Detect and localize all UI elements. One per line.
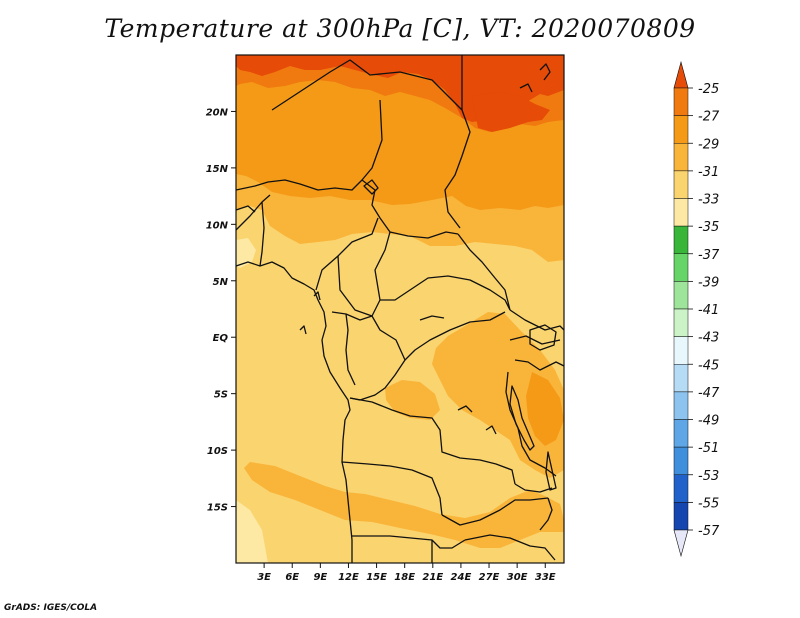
colorbar-top-arrow <box>673 60 689 89</box>
lon-tick-label: 21E <box>422 572 443 583</box>
colorbar-bottom-arrow <box>673 529 689 558</box>
colorbar-label: -39 <box>698 275 719 290</box>
colorbar-label: -55 <box>698 496 719 511</box>
lon-tick-label: 27E <box>479 572 500 583</box>
colorbar-label: -47 <box>698 386 720 401</box>
temperature-patch-29-31-east <box>432 312 564 478</box>
country-borders <box>235 55 565 563</box>
lon-tick-label: 24E <box>451 572 472 583</box>
colorbar-label: -25 <box>698 82 719 97</box>
temperature-patch-29-31-central <box>385 380 440 420</box>
lon-tick-label: 33E <box>535 572 556 583</box>
lon-tick-label: 30E <box>507 572 528 583</box>
colorbar-swatch <box>673 253 689 282</box>
colorbar-swatch <box>673 474 689 503</box>
colorbar-swatch <box>673 419 689 448</box>
colorbar-swatch <box>673 446 689 475</box>
map-frame <box>235 54 565 564</box>
lon-tick-label: 18E <box>394 572 415 583</box>
longitude-axis: 3E 6E 9E 12E 15E 18E 21E 24E 27E 30E 33E <box>257 563 556 583</box>
colorbar-label: -41 <box>698 303 719 318</box>
lon-tick-label: 15E <box>366 572 387 583</box>
lat-tick-label: 15N <box>206 164 229 175</box>
lat-tick-label: EQ <box>213 333 229 344</box>
colorbar-label: -33 <box>698 193 719 208</box>
temperature-patch-above-25-east <box>472 92 550 132</box>
colorbar-label: -37 <box>698 248 720 263</box>
colorbar-label: -35 <box>698 220 719 235</box>
lon-tick-label: 9E <box>313 572 327 583</box>
colorbar-swatch <box>673 502 689 531</box>
temperature-patch-27-29-east <box>526 372 564 446</box>
colorbar-label: -57 <box>698 524 720 539</box>
colorbar-label: -51 <box>698 441 719 456</box>
temperature-patch-33-35-west <box>236 238 256 268</box>
temperature-patch-33-35-southwest <box>236 500 268 563</box>
grads-credit: GrADS: IGES/COLA <box>4 603 98 613</box>
colorbar-label: -43 <box>698 331 719 346</box>
lat-tick-label: 10S <box>207 446 228 457</box>
colorbar-label: -27 <box>698 110 720 125</box>
colorbar-swatch <box>673 170 689 199</box>
colorbar-swatch <box>673 198 689 227</box>
colorbar-swatch <box>673 308 689 337</box>
lon-tick-label: 12E <box>338 572 359 583</box>
colorbar-label: -29 <box>698 137 719 152</box>
colorbar-swatch <box>673 281 689 310</box>
latitude-axis: 20N 15N 10N 5N EQ 5S 10S 15S <box>206 107 236 514</box>
colorbar-swatch <box>673 391 689 420</box>
lat-tick-label: 10N <box>206 220 229 231</box>
map-panel <box>235 54 565 564</box>
colorbar-label: -31 <box>698 165 719 180</box>
colorbar-swatch <box>673 336 689 365</box>
lat-tick-label: 15S <box>207 503 228 514</box>
colorbar-swatch <box>673 225 689 254</box>
lon-tick-label: 3E <box>257 572 271 583</box>
colorbar-swatch <box>673 87 689 116</box>
lon-tick-label: 6E <box>285 572 299 583</box>
colorbar: -25 -27 -29 -31 -33 -35 -37 -39 -41 -43 -45 -47 -49 -… <box>673 60 720 558</box>
colorbar-swatch <box>673 115 689 144</box>
map-title: Temperature at 300hPa [C], VT: 202007080… <box>104 14 696 43</box>
lat-tick-label: 5S <box>214 390 228 401</box>
colorbar-swatch <box>673 143 689 172</box>
colorbar-swatch <box>673 364 689 393</box>
lat-tick-label: 5N <box>213 277 229 288</box>
colorbar-label: -49 <box>698 414 719 429</box>
lat-tick-label: 20N <box>206 107 229 118</box>
temperature-band-29-31-south <box>244 462 564 548</box>
colorbar-label: -45 <box>698 358 719 373</box>
colorbar-label: -53 <box>698 469 719 484</box>
